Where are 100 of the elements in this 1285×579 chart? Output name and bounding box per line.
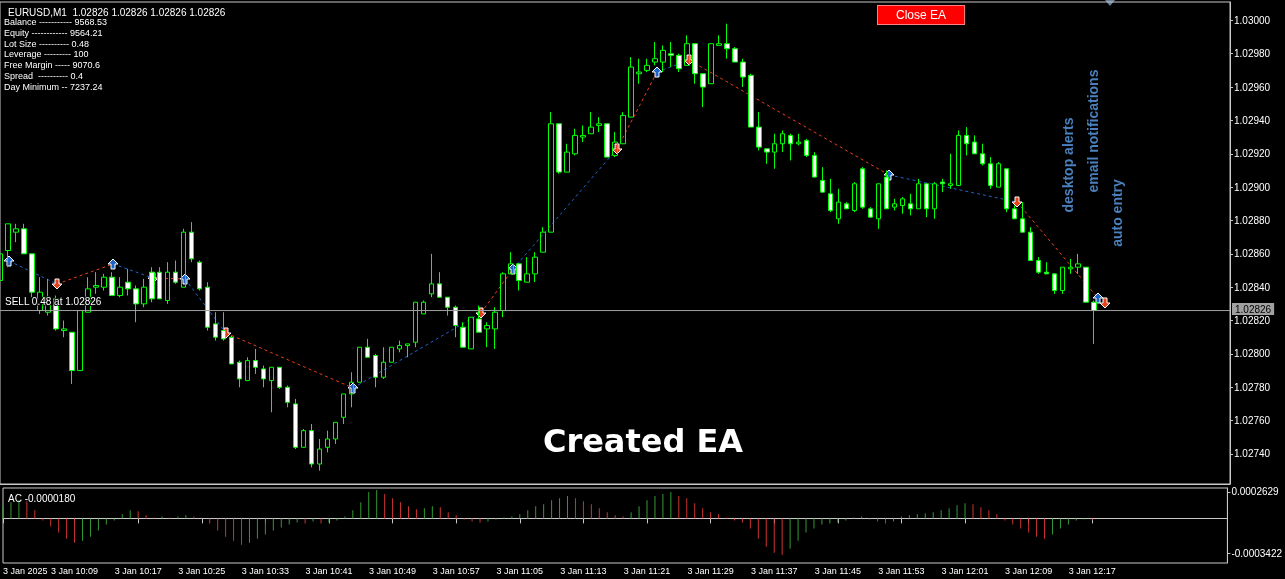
x-tick-label: 3 Jan 11:45 <box>814 565 862 576</box>
candlestick <box>277 366 282 390</box>
y-tick-label: 0.0002629 <box>1231 486 1280 498</box>
x-tick-label: 3 Jan 10:33 <box>241 565 289 576</box>
candlestick <box>460 321 466 348</box>
candlestick <box>884 169 889 210</box>
candlestick <box>956 129 961 186</box>
candlestick <box>764 148 770 165</box>
candlestick <box>205 281 210 332</box>
x-tick-label: 3 Jan 10:41 <box>305 565 353 576</box>
candlestick <box>237 360 242 388</box>
y-tick-label: 1.02880 <box>1234 214 1271 226</box>
candlestick <box>5 223 11 268</box>
candlestick <box>29 253 35 298</box>
y-tick-label: 1.02940 <box>1234 114 1271 126</box>
candlestick <box>357 346 362 383</box>
annotation: Day Minimum -- 7237.24 <box>4 81 103 92</box>
annotation: Close EA <box>895 8 947 22</box>
candlestick <box>261 365 266 388</box>
text: 1.02826 <box>1235 303 1272 315</box>
candlestick <box>684 34 690 66</box>
x-tick-label: 3 Jan 12:01 <box>941 565 989 576</box>
candlestick <box>1068 258 1073 275</box>
candlestick <box>453 305 458 338</box>
candlestick <box>900 196 905 215</box>
candlestick <box>940 178 945 193</box>
candlestick <box>540 226 546 253</box>
candlestick <box>732 46 738 63</box>
candlestick <box>628 56 634 118</box>
annotation: Equity ------------ 9564.21 <box>4 27 103 38</box>
candlestick <box>660 44 666 73</box>
annotation: Leverage --------- 100 <box>4 49 89 60</box>
candlestick <box>93 271 99 295</box>
y-tick-label: 1.02920 <box>1234 148 1271 160</box>
candlestick <box>61 320 67 338</box>
candlestick <box>500 271 506 318</box>
candlestick <box>165 261 170 305</box>
candlestick <box>421 300 426 315</box>
annotation: auto entry <box>1109 178 1125 247</box>
candlestick <box>109 271 115 297</box>
x-tick-label: 3 Jan 10:17 <box>114 565 162 576</box>
candlestick <box>524 256 530 283</box>
candlestick <box>860 166 865 210</box>
candlestick <box>293 398 298 450</box>
candlestick <box>548 111 554 233</box>
y-tick-label: 1.02900 <box>1234 181 1271 193</box>
y-tick-label: 1.02860 <box>1234 248 1271 260</box>
candlestick <box>484 321 490 348</box>
candlestick <box>285 385 290 408</box>
candlestick <box>197 260 202 292</box>
x-tick-label: 3 Jan 11:53 <box>878 565 925 576</box>
candlestick <box>692 43 698 85</box>
x-tick-label: 3 Jan 11:37 <box>751 565 798 576</box>
y-tick-label: 1.02780 <box>1234 381 1271 393</box>
candlestick <box>1028 226 1033 262</box>
candlestick <box>620 111 626 145</box>
x-tick-label: 3 Jan 2025 <box>3 565 48 576</box>
candlestick <box>413 301 418 348</box>
annotation: Free Margin ----- 9070.6 <box>4 60 101 71</box>
candlestick <box>125 268 131 297</box>
candlestick <box>748 73 754 128</box>
candlestick <box>716 34 722 46</box>
candlestick <box>317 438 322 472</box>
x-tick-label: 3 Jan 10:09 <box>51 565 99 576</box>
candlestick <box>724 23 730 60</box>
candlestick <box>1020 201 1025 233</box>
candlestick <box>157 266 162 300</box>
candlestick <box>836 188 841 225</box>
candlestick <box>964 126 969 156</box>
candlestick <box>309 423 314 468</box>
candlestick <box>476 305 482 333</box>
annotation: Lot Size ---------- 0.48 <box>4 38 90 49</box>
candlestick <box>740 58 746 88</box>
candlestick <box>133 285 139 323</box>
candlestick <box>301 428 306 448</box>
chart-title: AC -0.0000180 <box>8 492 76 504</box>
candlestick <box>668 41 674 68</box>
x-tick-label: 3 Jan 10:57 <box>432 565 480 576</box>
candlestick <box>1012 204 1017 220</box>
candlestick <box>596 116 602 133</box>
candlestick <box>69 331 75 385</box>
candlestick <box>181 228 186 288</box>
candlestick <box>13 223 19 243</box>
candlestick <box>756 111 762 151</box>
candlestick <box>253 348 258 375</box>
candlestick <box>948 153 953 190</box>
candlestick <box>580 124 586 143</box>
candlestick <box>868 206 873 218</box>
candlestick <box>788 133 793 161</box>
candlestick <box>892 198 897 211</box>
candlestick <box>652 41 658 66</box>
candlestick <box>245 356 250 382</box>
annotation: Balance ----------- 9568.53 <box>4 17 108 27</box>
y-tick-label: 1.02980 <box>1234 48 1271 60</box>
candlestick <box>708 43 714 85</box>
candlestick <box>820 166 825 193</box>
candlestick <box>700 73 706 108</box>
chart-title: EURUSD,M1 1.02826 1.02826 1.02826 1.02826 <box>8 6 226 18</box>
candlestick <box>21 223 27 255</box>
candlestick <box>564 143 570 173</box>
